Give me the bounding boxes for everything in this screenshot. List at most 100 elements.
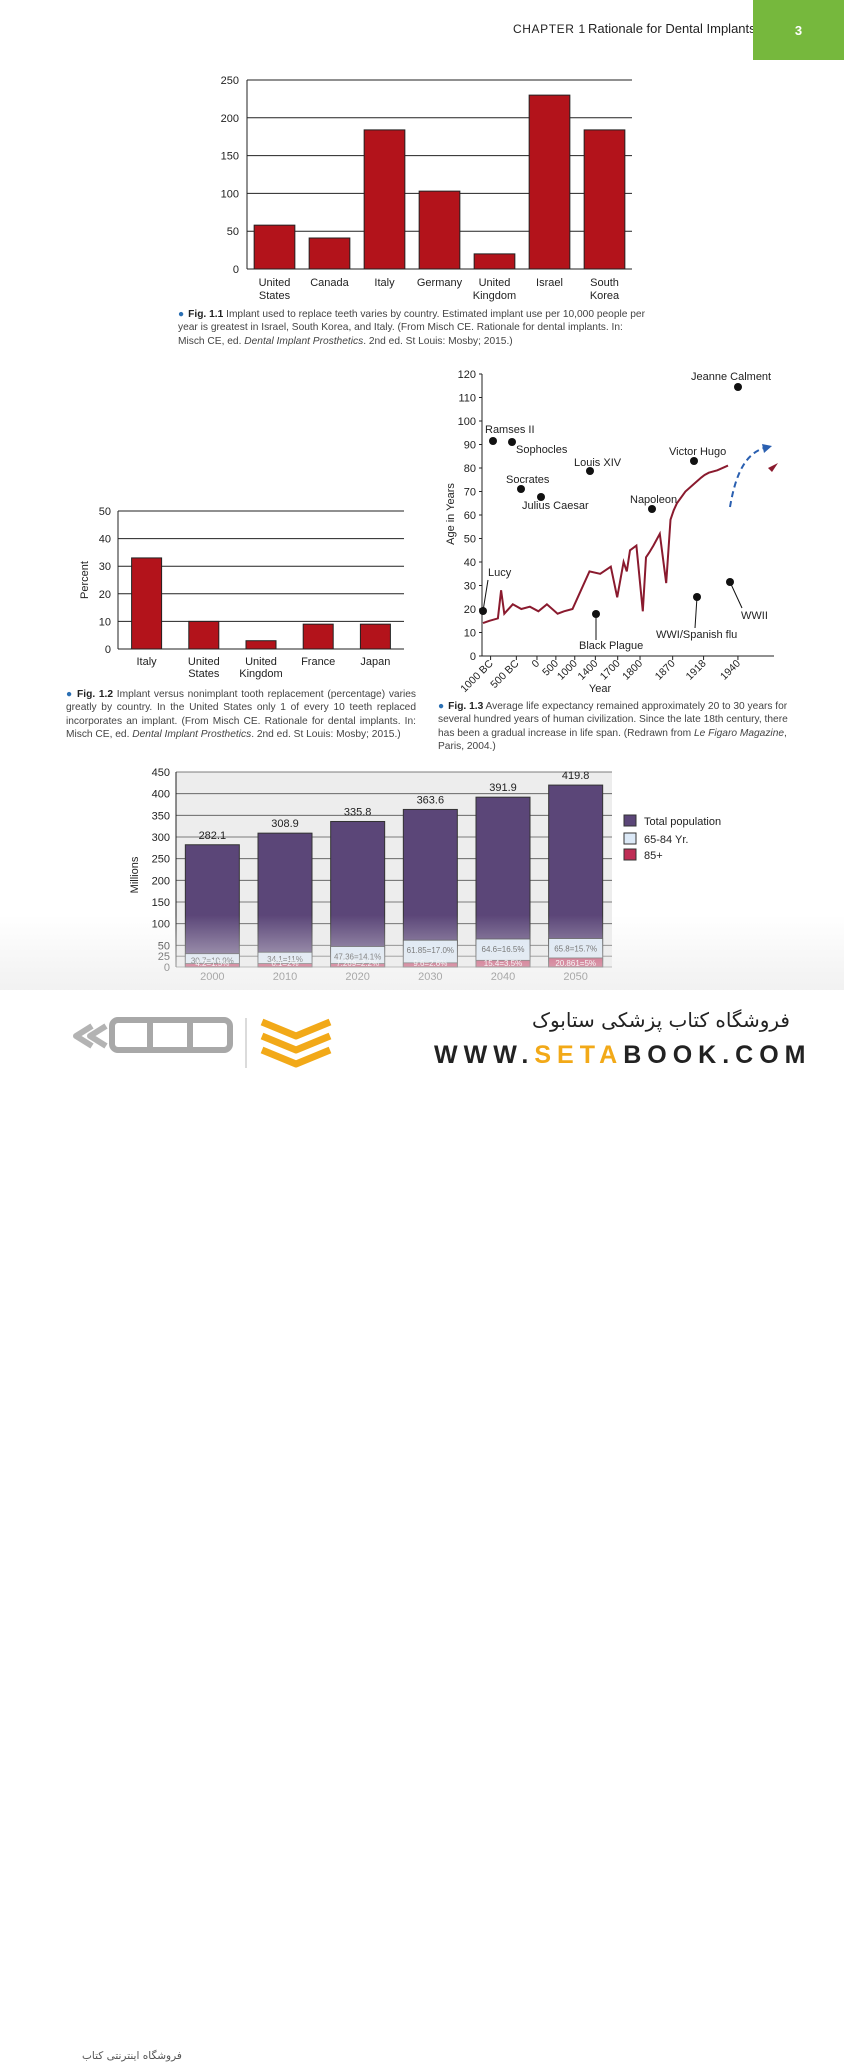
milestone-label: Louis XIV	[574, 457, 622, 469]
leader-line	[729, 581, 743, 609]
x-tick-label: Italy	[374, 277, 395, 289]
y-tick-label: 150	[221, 151, 239, 163]
x-tick-label: 1870	[653, 658, 678, 683]
leader-line	[482, 579, 489, 612]
milestone-label: Julius Caesar	[522, 500, 589, 512]
fig2-caption-label: Fig. 1.2	[77, 689, 114, 700]
setabook-logo-icon	[73, 1017, 247, 1068]
x-tick-label: 1800	[620, 658, 645, 683]
y-tick-label: 40	[99, 534, 111, 546]
y-tick-label: 120	[458, 369, 476, 381]
page-fade-overlay	[0, 915, 844, 995]
y-tick-label: 30	[464, 581, 476, 593]
fig2-caption: ● Fig. 1.2 Implant versus nonimplant toot…	[66, 689, 417, 741]
y-tick-label: 350	[152, 810, 170, 822]
bar	[359, 623, 391, 650]
x-tick-label: Italy	[137, 656, 158, 668]
x-tick-label: South	[590, 277, 619, 289]
logo-subtitle: فروشگاه اینترنتی کتاب	[82, 2050, 182, 2062]
x-axis-title: Year	[589, 683, 612, 695]
milestone-label: Black Plague	[579, 640, 643, 652]
fig3-chart: 0 10 20 30 40 50 60 70 80 90 100 110 120 Age in Years…	[445, 369, 778, 695]
bar	[418, 190, 461, 270]
y-tick-label: 60	[464, 510, 476, 522]
y-tick-label: 0	[470, 651, 476, 663]
x-tick-label: United	[245, 656, 277, 668]
chapter-title: Rationale for Dental Implants	[588, 21, 756, 36]
store-url[interactable]: WWW.SETABOOK.COM	[434, 1041, 812, 1069]
y-tick-label: 200	[221, 113, 239, 125]
x-tick-label: States	[259, 290, 291, 302]
bar	[473, 253, 516, 270]
trend-arrowhead	[768, 463, 778, 472]
y-tick-label: 80	[464, 463, 476, 475]
y-tick-label: 10	[464, 628, 476, 640]
x-tick-label: Israel	[536, 277, 563, 289]
bar	[253, 224, 296, 270]
milestone-point	[648, 505, 656, 513]
legend-label: 85+	[644, 850, 663, 862]
chapter-label: CHAPTER 1	[513, 22, 586, 36]
x-tick-label: 1400	[575, 658, 600, 683]
caption-bullet-icon: ●	[178, 309, 185, 320]
y-tick-label: 100	[458, 416, 476, 428]
y-tick-label: 250	[221, 75, 239, 87]
x-tick-label: United	[479, 277, 511, 289]
caption-bullet-icon: ●	[438, 701, 445, 712]
fig3-caption: ● Fig. 1.3 Average life expectancy remain…	[438, 701, 788, 753]
milestone-point	[537, 493, 545, 501]
y-axis-title: Percent	[79, 561, 91, 599]
bar	[302, 623, 334, 650]
fig3-caption-label: Fig. 1.3	[448, 701, 484, 712]
y-tick-label: 0	[233, 264, 239, 276]
x-tick-label: States	[188, 668, 220, 680]
milestone-label: Lucy	[488, 567, 512, 579]
caption-bullet-icon: ●	[66, 689, 74, 700]
y-tick-label: 110	[458, 393, 476, 405]
x-tick-label: France	[301, 656, 335, 668]
total-value-label: 282.1	[199, 830, 227, 842]
y-tick-label: 100	[221, 188, 239, 200]
total-value-label: 391.9	[489, 782, 517, 794]
x-tick-label: 500 BC	[488, 657, 522, 691]
x-tick-label: 1000	[555, 658, 580, 683]
bar	[308, 237, 351, 270]
y-tick-label: 90	[464, 440, 476, 452]
series-line	[482, 464, 729, 625]
x-tick-label: Japan	[360, 656, 390, 668]
bar	[188, 620, 220, 650]
x-tick-label: 1940	[718, 658, 743, 683]
total-value-label: 335.8	[344, 806, 372, 818]
milestone-point	[489, 437, 497, 445]
x-tick-label: Kingdom	[473, 290, 516, 302]
bar	[528, 94, 571, 270]
leader-line	[694, 596, 698, 629]
milestone-point	[734, 383, 742, 391]
total-value-label: 308.9	[271, 818, 299, 830]
y-tick-label: 40	[464, 557, 476, 569]
y-axis-title: Age in Years	[445, 483, 457, 545]
x-tick-label: 1000 BC	[458, 657, 496, 695]
y-tick-label: 50	[227, 226, 239, 238]
bar	[363, 129, 406, 270]
milestone-point	[508, 438, 516, 446]
milestone-point	[690, 457, 698, 465]
projection-arrow	[729, 447, 765, 508]
legend-swatch	[623, 832, 637, 845]
bar	[245, 640, 277, 650]
total-value-label: 363.6	[417, 794, 445, 806]
y-tick-label: 50	[464, 534, 476, 546]
y-tick-label: 20	[99, 589, 111, 601]
x-tick-label: Canada	[310, 277, 349, 289]
total-value-label: 419.8	[562, 770, 590, 782]
y-tick-label: 400	[152, 789, 170, 801]
legend-label: 65-84 Yr.	[644, 834, 688, 846]
y-tick-label: 150	[152, 897, 170, 909]
y-tick-label: 450	[152, 767, 170, 779]
fig1-caption: ● Fig. 1.1 Implant used to replace teeth …	[178, 309, 645, 347]
milestone-point	[517, 485, 525, 493]
x-tick-label: 1700	[598, 658, 623, 683]
x-tick-label: Kingdom	[239, 668, 282, 680]
